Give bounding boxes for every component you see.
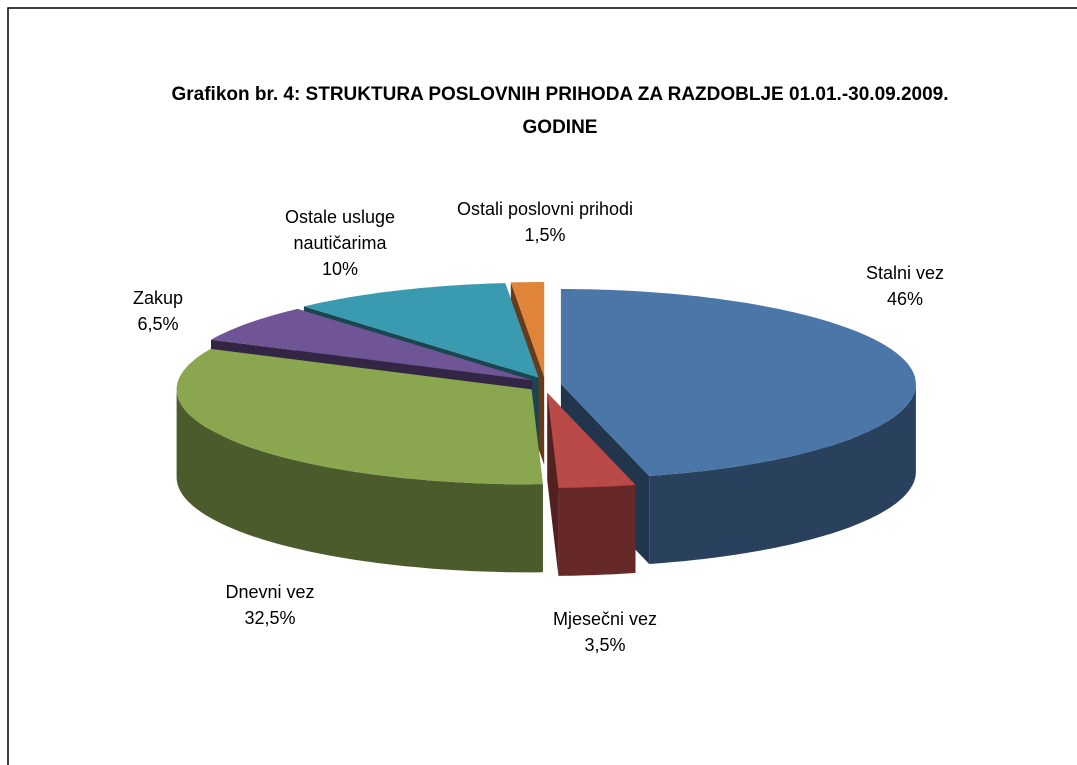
slice-side: [176, 389, 543, 573]
slice: [510, 282, 545, 377]
slice: [547, 392, 636, 488]
value-label: 46%: [886, 289, 924, 309]
value-label: 32,5%: [244, 608, 296, 628]
category-label: Dnevni vez: [225, 582, 315, 602]
category-label: Ostale usluge nautičarima: [284, 207, 396, 253]
slice: [560, 289, 916, 476]
value-label: 1,5%: [524, 225, 566, 245]
data-label: Ostali poslovni prihodi 1,5%: [455, 196, 635, 248]
value-label: 3,5%: [584, 635, 626, 655]
slice: [303, 283, 539, 378]
slice: [176, 348, 543, 485]
data-label: Zakup 6,5%: [68, 285, 248, 337]
slice-edge: [547, 392, 559, 576]
slice: [211, 308, 533, 381]
data-label: Stalni vez 46%: [815, 260, 995, 312]
frame: [7, 7, 1077, 765]
data-label: Dnevni vez 32,5%: [180, 579, 360, 631]
value-label: 6,5%: [137, 314, 179, 334]
value-label: 10%: [321, 259, 359, 279]
slice-side: [558, 484, 636, 576]
category-label: Ostali poslovni prihodi: [456, 199, 634, 219]
category-label: Zakup: [132, 288, 184, 308]
category-label: Mjesečni vez: [552, 609, 658, 629]
slice-side: [649, 384, 916, 564]
data-label: Mjesečni vez 3,5%: [515, 606, 695, 658]
chart-title: Grafikon br. 4: STRUKTURA POSLOVNIH PRIH…: [171, 84, 949, 138]
category-label: Stalni vez: [865, 263, 945, 283]
data-label: Ostale usluge nautičarima 10%: [250, 204, 430, 282]
